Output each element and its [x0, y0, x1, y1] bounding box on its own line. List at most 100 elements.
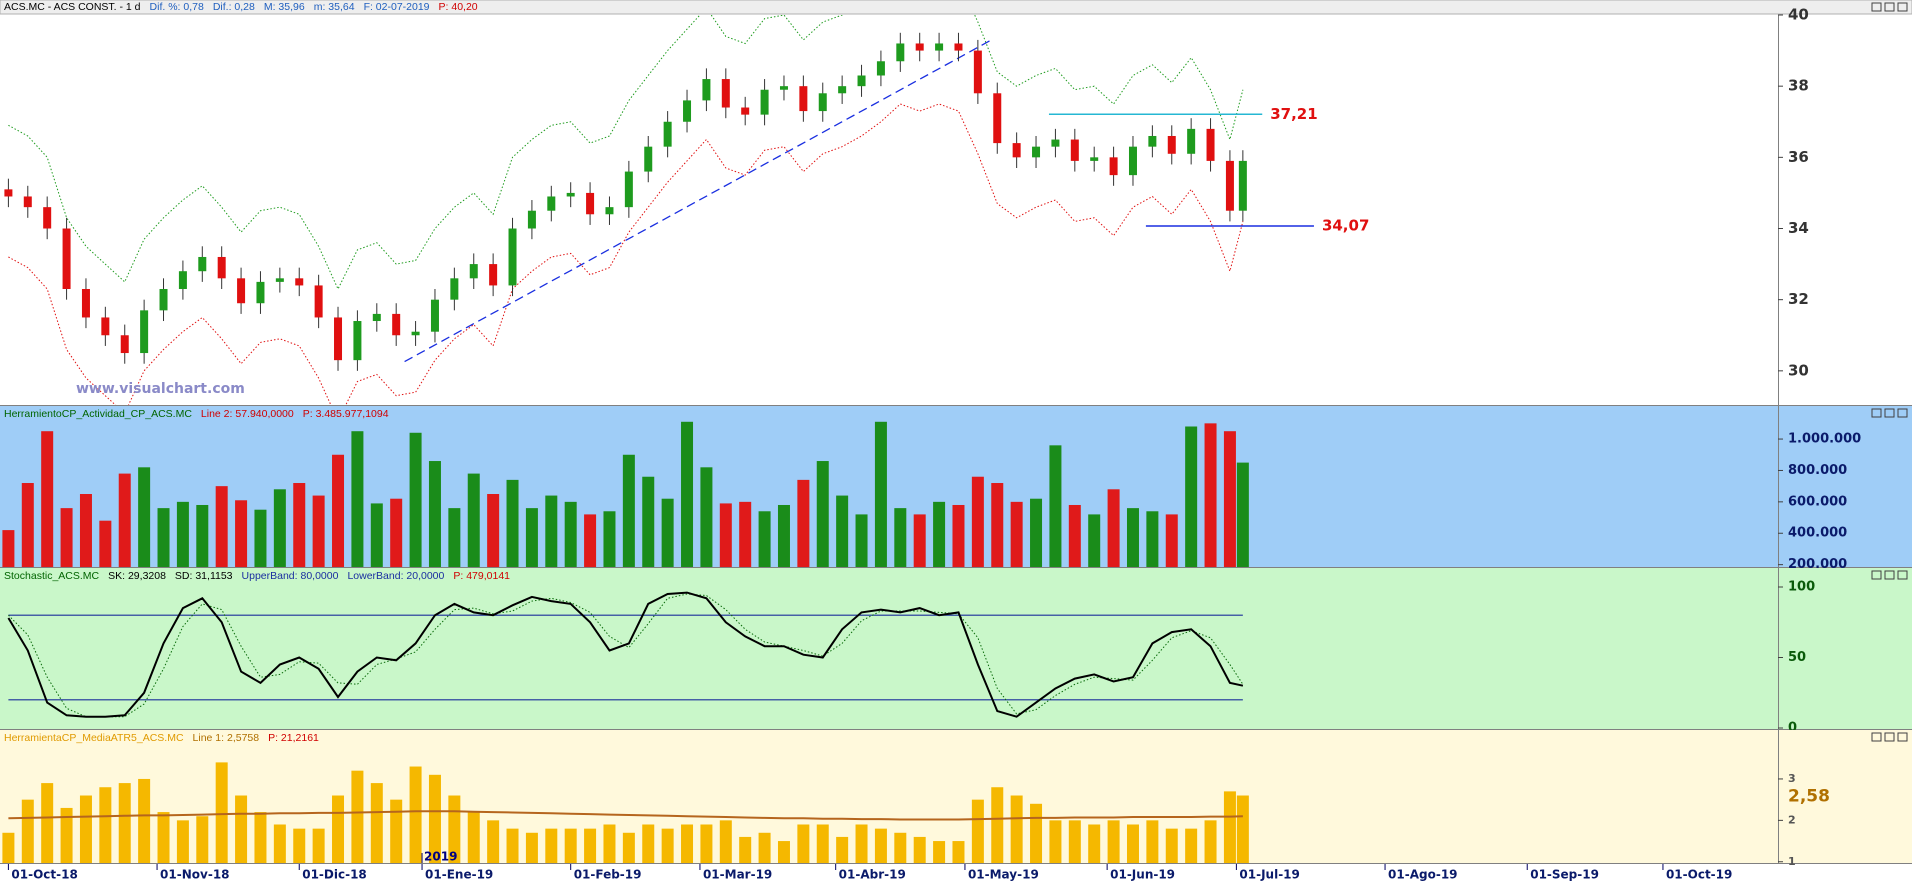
candle-body	[1128, 146, 1137, 176]
y-tick-label: 800.000	[1788, 463, 1847, 478]
candle-body	[1109, 157, 1118, 176]
bar	[1165, 828, 1178, 863]
header-text: M: 35,96	[264, 1, 305, 13]
bar	[836, 495, 849, 567]
header-text: F: 02-07-2019	[364, 1, 430, 13]
y-tick-label: 400.000	[1788, 526, 1847, 541]
header-text: UpperBand: 80,0000	[242, 570, 339, 582]
candle-body	[411, 331, 420, 336]
window-button	[1897, 2, 1908, 12]
bar	[1126, 508, 1139, 567]
candle-body	[450, 278, 459, 300]
candle-body	[1206, 128, 1215, 161]
bar	[370, 503, 383, 567]
panel-background	[0, 568, 1912, 729]
x-tick-label: 01-Mar-19	[703, 868, 772, 882]
header-text: HerramientaCP_MediaATR5_ACS.MC	[4, 732, 184, 744]
bar	[661, 498, 674, 567]
y-tick-label: 40	[1788, 6, 1809, 24]
bar	[157, 812, 170, 863]
header-text: HerramientoCP_Actividad_CP_ACS.MC	[4, 408, 192, 420]
candle-body	[683, 100, 692, 122]
window-button	[1897, 570, 1908, 580]
bar	[487, 494, 500, 567]
window-button	[1897, 732, 1908, 742]
bar	[1049, 820, 1062, 863]
bar	[60, 508, 73, 567]
header-text: P: 3.485.977,1094	[303, 408, 389, 420]
bar	[2, 530, 15, 567]
bar	[584, 828, 597, 863]
candle-body	[62, 228, 71, 289]
bar	[235, 795, 248, 863]
bar	[351, 770, 364, 863]
candle-body	[237, 278, 246, 304]
bar	[1010, 795, 1023, 863]
bar	[196, 816, 209, 863]
bar	[933, 841, 946, 863]
bar	[41, 431, 54, 567]
bar	[661, 828, 674, 863]
candle-body	[779, 86, 788, 90]
candle-body	[43, 207, 52, 229]
bar	[719, 503, 732, 567]
last-value-label: 2,58	[1788, 786, 1830, 806]
header-text: Stochastic_ACS.MC	[4, 570, 100, 582]
candle-body	[566, 192, 575, 197]
bar	[584, 514, 597, 567]
bar	[176, 820, 189, 863]
header-text: Dif.: 0,28	[213, 1, 255, 13]
line-series	[8, 810, 1243, 821]
bar	[642, 824, 655, 863]
bar	[894, 832, 907, 863]
window-button	[1871, 408, 1882, 418]
y-tick-label: 32	[1788, 290, 1809, 308]
bar	[816, 461, 829, 567]
y-tick-label: 1.000.000	[1788, 432, 1861, 447]
bar	[681, 824, 694, 863]
bar	[971, 476, 984, 567]
bar	[836, 836, 849, 863]
candle-body	[430, 299, 439, 332]
dotted-line	[8, 593, 1244, 718]
bar	[448, 508, 461, 567]
candle-body	[973, 50, 982, 94]
bar	[351, 431, 364, 567]
candle-body	[1148, 135, 1157, 147]
x-tick-label: 01-Dic-18	[302, 868, 367, 882]
bar	[79, 795, 92, 863]
candle-body	[469, 264, 478, 279]
panel: HerramientaCP_MediaATR5_ACS.MC Line 1: 2,…	[0, 730, 1912, 868]
bar	[235, 500, 248, 567]
bar	[1146, 511, 1159, 567]
bar	[777, 841, 790, 863]
candle-body	[915, 43, 924, 51]
bar	[564, 828, 577, 863]
bar	[254, 509, 267, 567]
bar	[1236, 462, 1249, 567]
bar	[409, 766, 422, 863]
bar	[118, 783, 131, 863]
bar	[215, 762, 228, 863]
bar	[273, 489, 286, 567]
header-text: SK: 29,3208	[108, 570, 166, 582]
bar	[1223, 431, 1236, 567]
candle-body	[392, 313, 401, 336]
bar	[874, 421, 887, 567]
bar	[603, 511, 616, 567]
bar	[874, 828, 887, 863]
candle-body	[198, 256, 207, 272]
year-marker-label: 2019	[424, 850, 457, 864]
candle-body	[256, 281, 265, 304]
level-label: 34,07	[1322, 217, 1369, 235]
bar	[622, 454, 635, 567]
bar	[1146, 820, 1159, 863]
x-tick-label: 01-May-19	[968, 868, 1039, 882]
window-button	[1884, 570, 1895, 580]
header-text: P: 479,0141	[453, 570, 510, 582]
header-text: P: 21,2161	[268, 732, 319, 744]
candle-body	[101, 317, 110, 336]
candle-body	[624, 171, 633, 208]
window-button	[1871, 2, 1882, 12]
bar	[1049, 445, 1062, 567]
